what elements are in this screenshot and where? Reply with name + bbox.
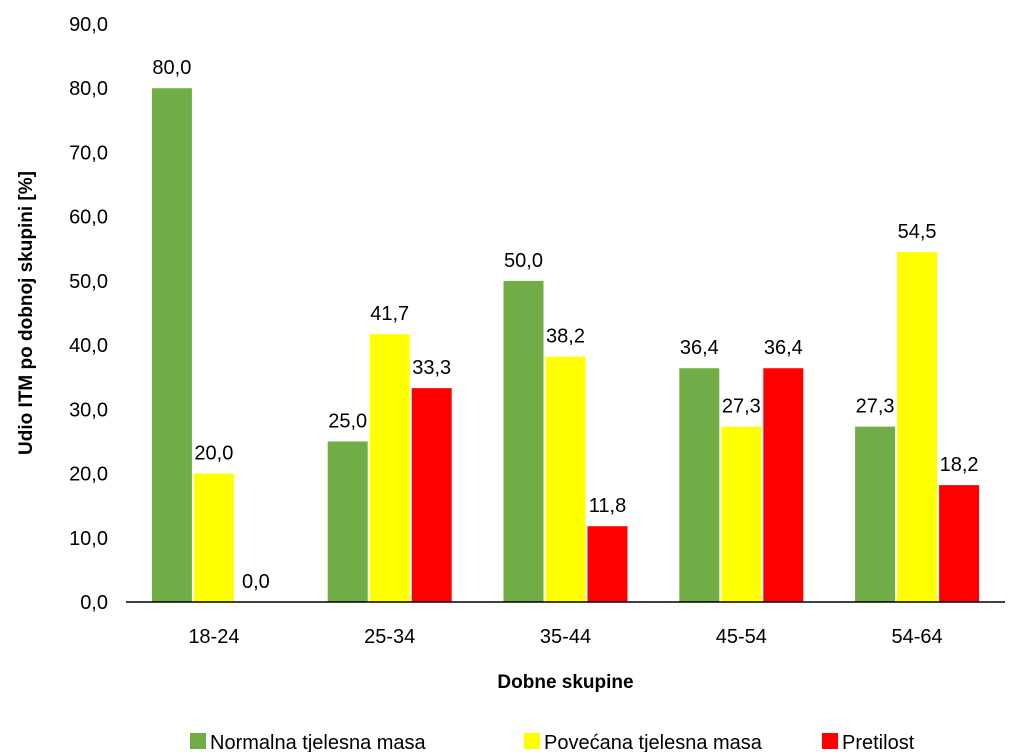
- legend-label: Pretilost: [842, 732, 915, 752]
- bar: [721, 426, 762, 602]
- data-label: 27,3: [722, 396, 761, 418]
- y-tick-label: 40,0: [69, 335, 108, 357]
- legend-swatch: [822, 733, 838, 749]
- legend: Normalna tjelesna masa Povećana tjelesna …: [190, 732, 915, 752]
- data-label: 50,0: [504, 250, 543, 272]
- x-axis-title: Dobne skupine: [497, 672, 633, 693]
- bar: [897, 251, 938, 602]
- x-tick-label: 18-24: [188, 626, 239, 648]
- bar: [587, 526, 628, 602]
- data-label: 54,5: [898, 221, 937, 243]
- bars: [151, 88, 980, 602]
- bar: [939, 485, 980, 602]
- bar: [151, 88, 192, 602]
- data-label: 80,0: [152, 57, 191, 79]
- legend-swatch: [524, 733, 540, 749]
- bar: [411, 388, 452, 602]
- bar: [503, 280, 544, 602]
- data-label: 38,2: [546, 326, 585, 348]
- bar: [763, 368, 804, 602]
- bar: [855, 426, 896, 602]
- data-label: 33,3: [412, 357, 451, 379]
- y-tick-label: 20,0: [69, 464, 108, 486]
- y-tick-label: 60,0: [69, 207, 108, 229]
- x-tick-label: 45-54: [716, 626, 767, 648]
- bar: [679, 368, 720, 602]
- y-tick-label: 30,0: [69, 399, 108, 421]
- y-tick-label: 80,0: [69, 78, 108, 100]
- y-axis-title: Udio ITM po dobnoj skupini [%]: [16, 171, 37, 455]
- y-tick-label: 10,0: [69, 528, 108, 550]
- y-tick-label: 90,0: [69, 14, 108, 36]
- data-label: 36,4: [680, 337, 719, 359]
- y-tick-label: 50,0: [69, 271, 108, 293]
- data-label: 41,7: [370, 303, 409, 325]
- x-tick-label: 54-64: [892, 626, 943, 648]
- bar: [369, 334, 410, 602]
- legend-label: Normalna tjelesna masa: [210, 732, 427, 752]
- data-label: 36,4: [764, 337, 803, 359]
- bar: [327, 441, 368, 602]
- data-label: 20,0: [194, 443, 233, 465]
- data-label: 18,2: [940, 454, 979, 476]
- data-labels: 80,0 20,0 0,0 25,0 41,7 33,3 50,0 38,2 11,8 36,4 2…: [152, 57, 978, 593]
- data-label: 27,3: [856, 396, 895, 418]
- data-label: 11,8: [589, 495, 626, 517]
- x-axis-ticks: 18-24 25-34 35-44 45-54 54-64: [188, 626, 942, 648]
- y-tick-label: 0,0: [80, 592, 108, 614]
- bar: [545, 356, 586, 602]
- data-label: 0,0: [242, 571, 270, 593]
- y-axis-ticks: 0,0 10,0 20,0 30,0 40,0 50,0 60,0 70,0 80,0 90,0: [69, 14, 108, 614]
- x-tick-label: 25-34: [364, 626, 415, 648]
- data-label: 25,0: [328, 410, 367, 432]
- x-tick-label: 35-44: [540, 626, 591, 648]
- legend-swatch: [190, 733, 206, 749]
- bar: [193, 473, 234, 602]
- y-tick-label: 70,0: [69, 142, 108, 164]
- legend-label: Povećana tjelesna masa: [544, 732, 763, 752]
